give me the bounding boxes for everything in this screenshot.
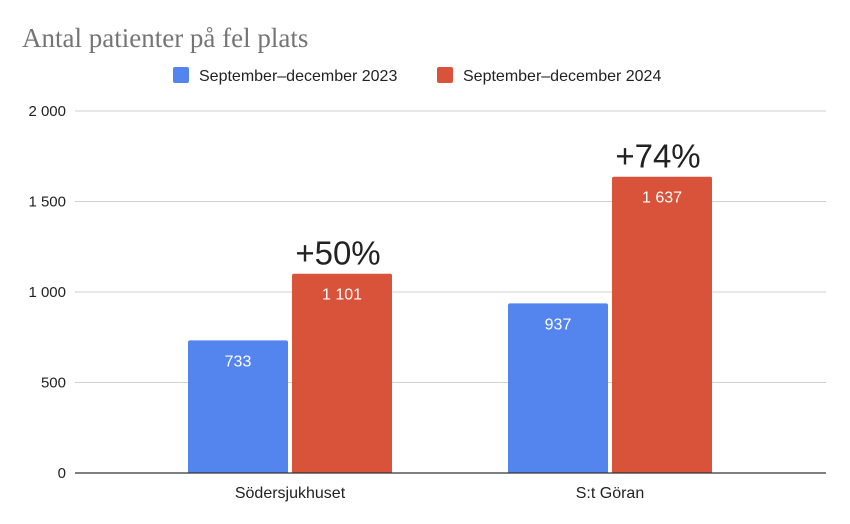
gridlines <box>75 110 826 383</box>
bar-2023-sodersjukhuset <box>188 340 288 473</box>
y-tick-label: 0 <box>58 465 66 482</box>
annotations: +50% +74% <box>295 138 700 272</box>
bar-2024-sodersjukhuset <box>292 273 392 473</box>
y-axis-ticks: 0 500 1 000 1 500 2 000 <box>28 103 66 482</box>
legend-label: September–december 2023 <box>199 68 397 85</box>
y-tick-label: 1 000 <box>28 284 66 301</box>
bar-2024-st-goran <box>612 176 712 473</box>
data-label: 733 <box>225 353 252 370</box>
x-category-label: Södersjukhuset <box>235 485 346 502</box>
data-labels: 733 1 101 937 1 637 <box>225 190 682 371</box>
bars <box>188 176 712 473</box>
y-tick-label: 1 500 <box>28 194 66 211</box>
legend-swatch <box>437 67 453 83</box>
y-tick-label: 500 <box>41 375 66 392</box>
legend: September–december 2023 September–decembe… <box>173 67 661 85</box>
data-label: 937 <box>545 316 572 333</box>
x-category-label: S:t Göran <box>576 485 644 502</box>
legend-swatch <box>173 67 189 83</box>
change-annotation: +50% <box>295 235 380 272</box>
chart-title: Antal patienter på fel plats <box>22 23 308 53</box>
bar-2023-st-goran <box>508 303 608 473</box>
x-axis-categories: Södersjukhuset S:t Göran <box>235 485 644 502</box>
data-label: 1 637 <box>642 190 682 207</box>
y-tick-label: 2 000 <box>28 103 66 120</box>
data-label: 1 101 <box>322 287 362 304</box>
legend-label: September–december 2024 <box>463 68 661 85</box>
change-annotation: +74% <box>615 138 700 175</box>
